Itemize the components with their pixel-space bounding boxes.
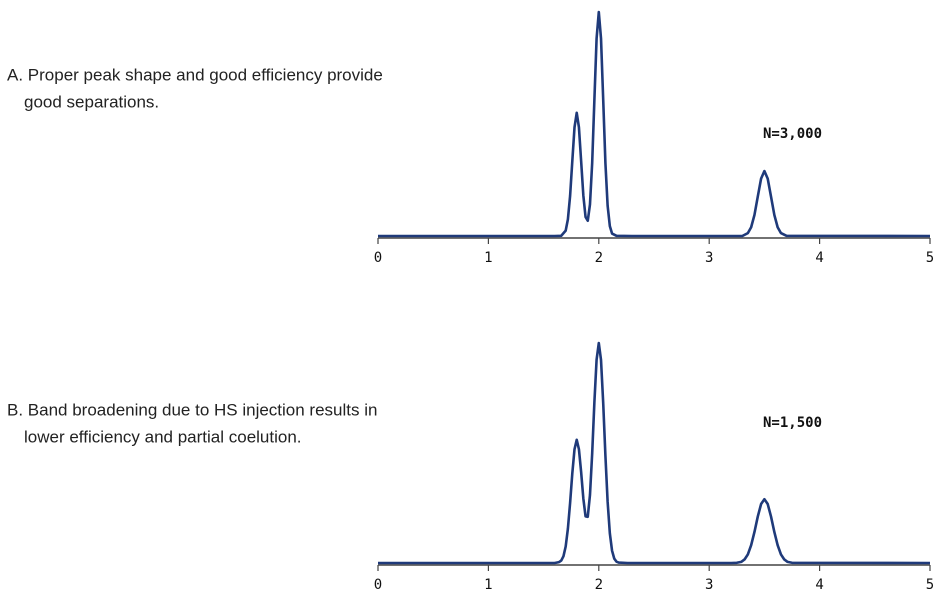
caption: A. Proper peak shape and good efficiency… — [7, 65, 383, 84]
chromatogram-line — [378, 10, 931, 238]
annotation: N=1,500 — [763, 415, 822, 431]
x-tick-label: 2 — [595, 577, 603, 593]
x-tick-label: 5 — [926, 577, 934, 593]
caption: B. Band broadening due to HS injection r… — [7, 400, 377, 419]
x-tick-label: 4 — [815, 577, 823, 593]
caption: lower efficiency and partial coelution. — [24, 427, 302, 446]
annotation: N=3,000 — [763, 126, 822, 142]
x-tick-label: 3 — [705, 250, 713, 266]
x-tick-label: 1 — [484, 577, 492, 593]
x-tick-label: 2 — [595, 250, 603, 266]
x-tick-label: 0 — [374, 250, 382, 266]
x-tick-label: 0 — [374, 577, 382, 593]
x-tick-label: 5 — [926, 250, 934, 266]
x-tick-label: 3 — [705, 577, 713, 593]
caption: good separations. — [24, 92, 159, 111]
x-tick-label: 1 — [484, 250, 492, 266]
x-tick-label: 4 — [815, 250, 823, 266]
chromatogram-line — [378, 341, 931, 565]
